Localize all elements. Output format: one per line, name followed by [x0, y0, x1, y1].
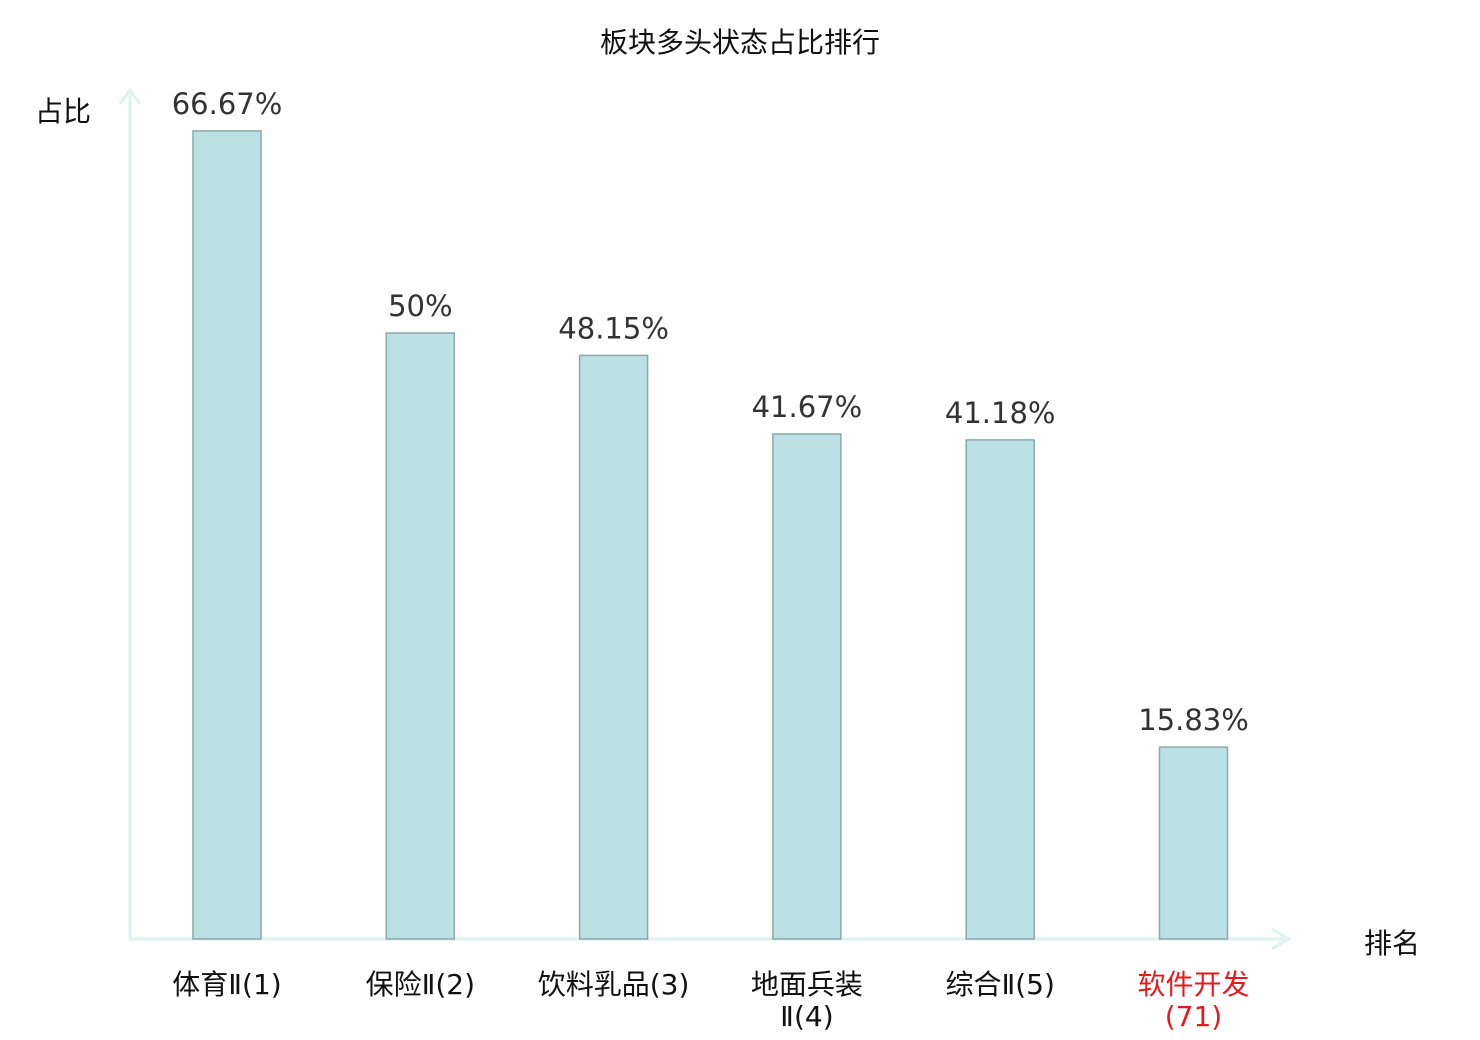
data-label: 48.15%	[558, 311, 669, 345]
category-label: 饮料乳品(3)	[538, 968, 690, 1001]
bar	[1158, 746, 1229, 940]
bar	[965, 439, 1035, 940]
category-label: 体育Ⅱ(1)	[172, 968, 281, 1001]
axes	[118, 87, 1291, 951]
bar	[578, 354, 649, 940]
x-axis-label: 排名	[1364, 927, 1420, 960]
y-axis-label: 占比	[35, 95, 91, 128]
category-label: 地面兵装 Ⅱ(4)	[751, 968, 863, 1033]
bar	[192, 130, 262, 940]
bar	[772, 433, 842, 940]
chart-title: 板块多头状态占比排行	[600, 26, 880, 59]
category-label: 软件开发(71)	[1137, 968, 1249, 1033]
data-label: 66.67%	[172, 87, 283, 121]
bars: 66.67% 体育Ⅱ(1) 50% 保险Ⅱ(2) 48.15% 饮料乳品(3) 41.67%…	[172, 87, 1250, 1033]
category-label: 综合Ⅱ(5)	[945, 968, 1054, 1001]
category-label: 保险Ⅱ(2)	[366, 968, 475, 1001]
data-label: 50%	[388, 289, 452, 323]
data-label: 41.67%	[752, 390, 863, 424]
x-axis-arrow-icon	[1271, 927, 1291, 951]
bar	[385, 332, 456, 940]
data-label: 15.83%	[1138, 703, 1249, 737]
y-axis-arrow-icon	[118, 87, 142, 105]
data-label: 41.18%	[945, 396, 1056, 430]
